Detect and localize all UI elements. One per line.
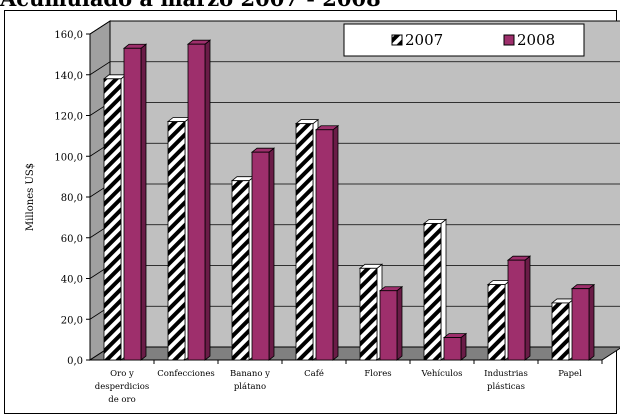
x-tick-label: de oro: [108, 395, 135, 405]
bar-2007: [359, 267, 378, 361]
bar-2007: [167, 121, 186, 361]
x-tick-label: Café: [304, 368, 324, 379]
bar-side-2008: [588, 283, 595, 361]
x-tick-label: Banano y: [230, 369, 270, 379]
bar-2007: [295, 123, 314, 361]
bar-side-2008: [524, 255, 531, 361]
x-tick-label: desperdicios: [95, 382, 150, 392]
y-tick-label: 120,0: [54, 112, 83, 123]
y-tick-label: 160,0: [54, 30, 83, 41]
gridline: [89, 20, 620, 35]
y-tick-label: 40,0: [61, 275, 83, 286]
x-tick-label: Vehículos: [420, 368, 462, 379]
y-tick-label: 0,0: [67, 356, 83, 367]
bar-2007: [423, 223, 442, 361]
x-tick-label: plátano: [234, 381, 266, 392]
bar-side-2008: [268, 147, 275, 361]
legend-label-2007: 2007: [405, 31, 443, 49]
legend-swatch-2008: [503, 34, 515, 46]
x-tick-label: Flores: [364, 369, 391, 379]
y-tick-label: 80,0: [61, 193, 83, 204]
y-tick-label: 140,0: [54, 71, 83, 82]
x-tick-label: Papel: [558, 369, 582, 379]
y-tick-label: 20,0: [61, 315, 83, 326]
bar-2008: [315, 129, 334, 361]
bar-2007: [551, 302, 570, 361]
bar-2008: [123, 47, 142, 361]
bar-side-2008: [460, 332, 467, 361]
y-axis-label: Millones US$: [25, 163, 36, 231]
bar-side-2008: [204, 39, 211, 361]
bar-2008: [251, 151, 270, 361]
bar-side-2008: [396, 285, 403, 361]
bar-2008: [379, 290, 398, 361]
y-tick-label: 60,0: [61, 234, 83, 245]
x-tick-label: plásticas: [487, 381, 525, 392]
x-tick-label: Oro y: [110, 369, 134, 379]
bar-2008: [187, 43, 206, 361]
bar-side-2008: [140, 43, 147, 361]
bar-2007: [487, 284, 506, 361]
bar-2008: [571, 288, 590, 361]
bar-2007: [103, 78, 122, 361]
bar-2008: [443, 337, 462, 361]
x-tick-label: Confecciones: [157, 369, 215, 379]
legend-label-2008: 2008: [517, 31, 555, 49]
x-tick-label: Industrias: [484, 369, 528, 379]
bar-side-2008: [332, 124, 339, 361]
bar-2007: [231, 180, 250, 361]
gridline: [89, 61, 620, 76]
legend-swatch-2007: [391, 34, 403, 46]
bar-2008: [507, 259, 526, 361]
chart-title: Acumulado a marzo 2007 - 2008: [0, 0, 381, 11]
y-tick-label: 100,0: [54, 152, 83, 163]
legend-box: [343, 23, 585, 57]
